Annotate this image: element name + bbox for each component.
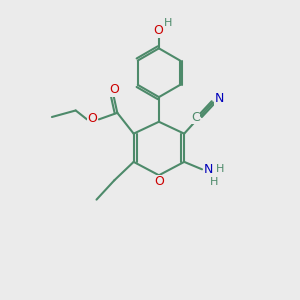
Text: H: H bbox=[210, 177, 218, 187]
Text: C: C bbox=[191, 111, 200, 124]
Text: H: H bbox=[164, 18, 172, 28]
Text: O: O bbox=[154, 175, 164, 188]
Text: O: O bbox=[109, 83, 119, 97]
Text: N: N bbox=[204, 163, 213, 176]
Text: O: O bbox=[153, 24, 163, 37]
Text: H: H bbox=[216, 164, 224, 174]
Text: N: N bbox=[215, 92, 224, 105]
Text: O: O bbox=[87, 112, 97, 125]
